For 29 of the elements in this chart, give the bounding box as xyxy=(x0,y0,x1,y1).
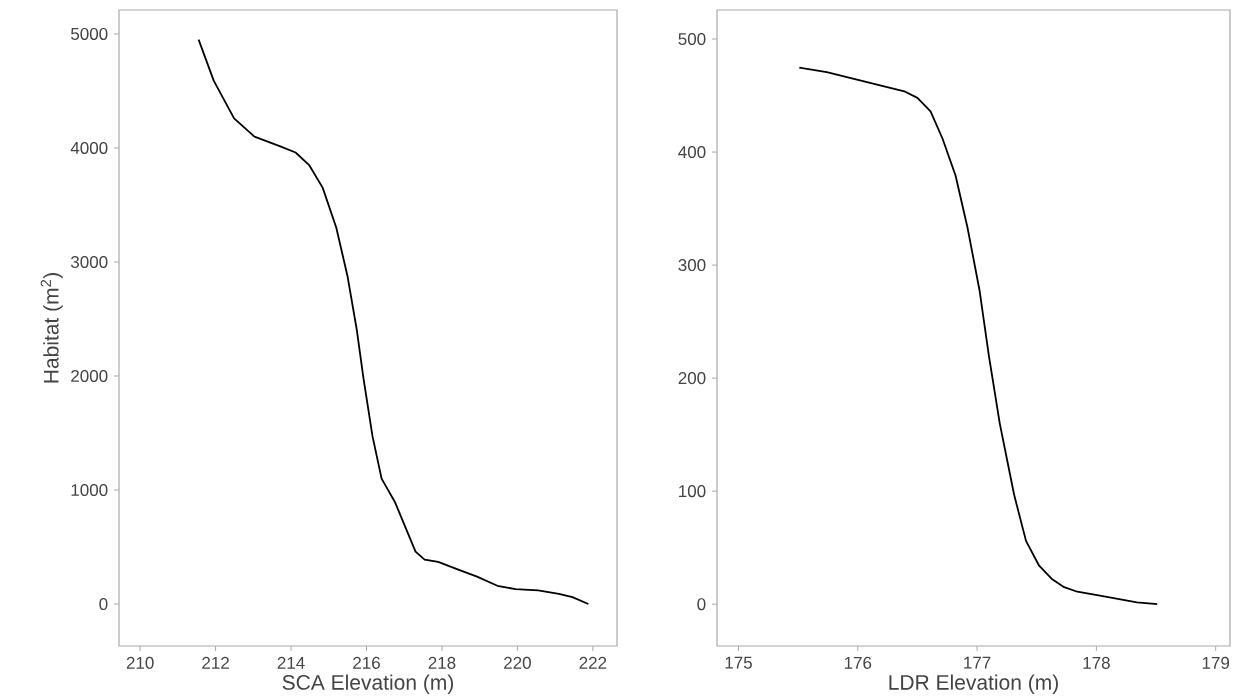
x-tick-label: 222 xyxy=(579,656,607,669)
y-tick-label: 0 xyxy=(697,598,706,611)
x-axis-title: SCA Elevation (m) xyxy=(282,674,454,694)
x-tick-label: 220 xyxy=(504,656,531,669)
x-tick-label: 177 xyxy=(964,656,991,669)
line-series xyxy=(197,38,590,605)
y-tick-label: 1000 xyxy=(71,483,108,497)
x-tick-label: 178 xyxy=(1083,656,1110,669)
x-tick-label: 176 xyxy=(844,656,872,669)
x-tick-label: 214 xyxy=(277,656,305,669)
y-tick-label: 4000 xyxy=(70,141,108,154)
x-tick-label: 210 xyxy=(126,656,154,669)
y-tick-label: 400 xyxy=(678,146,706,159)
y-tick-label: 3000 xyxy=(70,255,108,268)
x-axis-title: LDR Elevation (m) xyxy=(889,674,1058,694)
y-tick-label: 300 xyxy=(678,259,706,272)
x-tick-label: 175 xyxy=(725,656,752,669)
y-tick-label: 200 xyxy=(678,372,706,385)
y-tick-label: 2000 xyxy=(71,369,108,383)
line-series xyxy=(798,66,1159,606)
y-tick-label: 0 xyxy=(99,598,108,611)
y-tick-label: 100 xyxy=(679,485,706,498)
y-tick-label: 5000 xyxy=(71,27,108,40)
x-tick-label: 179 xyxy=(1202,656,1230,669)
x-tick-label: 218 xyxy=(428,656,456,669)
x-tick-label: 212 xyxy=(202,656,229,669)
x-tick-label: 216 xyxy=(353,656,380,669)
y-axis-title: Habitat (m$^{2}$) xyxy=(40,273,63,383)
y-tick-label: 500 xyxy=(678,33,706,46)
